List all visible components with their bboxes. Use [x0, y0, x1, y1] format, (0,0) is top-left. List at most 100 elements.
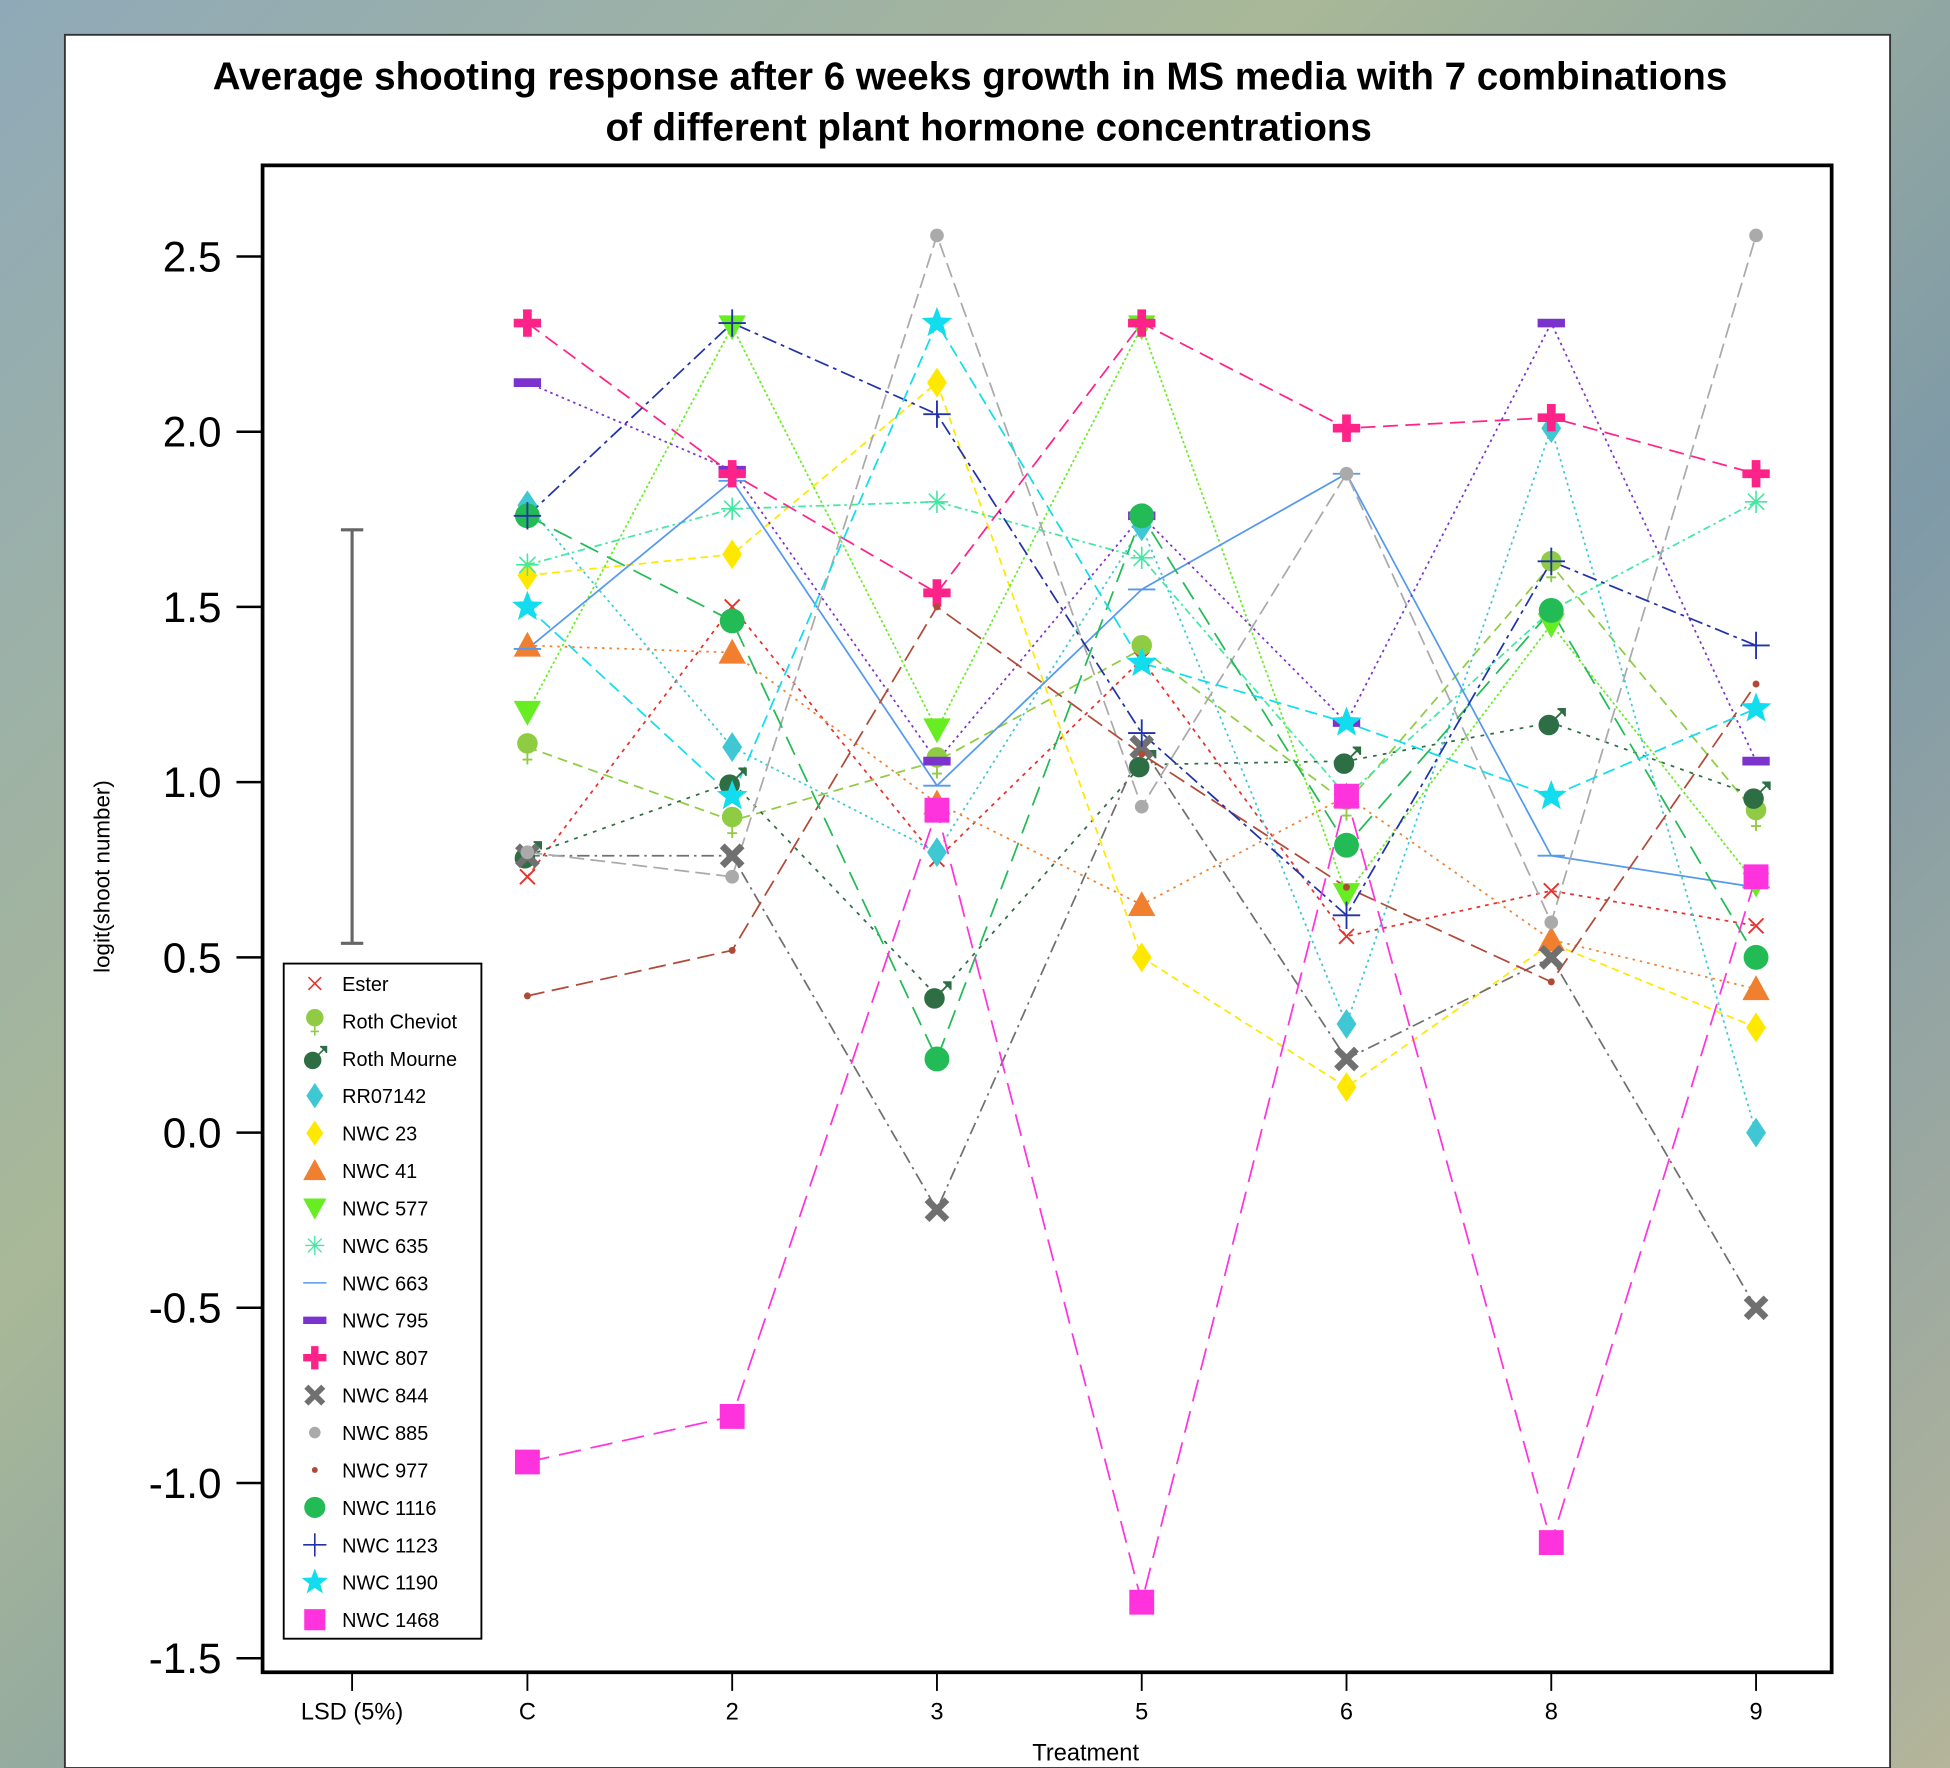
- data-point: [523, 992, 531, 1000]
- data-point: [933, 603, 941, 611]
- legend-label: NWC 1123: [342, 1535, 438, 1557]
- data-point: [728, 946, 736, 954]
- x-tick-label: 8: [1545, 1700, 1558, 1726]
- data-point: [923, 718, 951, 744]
- legend-marker: [308, 1426, 321, 1439]
- data-point: [1537, 926, 1565, 952]
- data-point: [1547, 978, 1555, 986]
- y-tick-label: 2.5: [163, 233, 222, 280]
- legend-label: NWC 795: [342, 1311, 428, 1333]
- legend-label: NWC 41: [342, 1161, 417, 1183]
- legend-marker: [311, 1467, 318, 1473]
- y-tick-label: 0.5: [163, 934, 222, 981]
- chart-title: Average shooting response after 6 weeks …: [213, 56, 1727, 99]
- data-point: [1742, 975, 1770, 1001]
- data-point: [514, 1449, 540, 1475]
- legend-label: NWC 885: [342, 1423, 428, 1445]
- data-point: [923, 400, 951, 428]
- legend-marker: [306, 1009, 324, 1036]
- data-point: [1538, 944, 1564, 970]
- data-point: [1331, 706, 1362, 736]
- data-point: [516, 553, 539, 577]
- legend-label: NWC 844: [342, 1386, 428, 1408]
- legend: Ester Roth Cheviot Roth Mourne RR07142 NWC 2…: [301, 974, 458, 1632]
- data-point: [1742, 631, 1770, 660]
- data-point: [718, 638, 746, 664]
- legend-marker: [301, 1568, 328, 1594]
- legend-label: Roth Mourne: [342, 1049, 457, 1071]
- data-point: [512, 590, 543, 620]
- y-tick-label: 0.0: [163, 1110, 222, 1157]
- legend-label: RR07142: [342, 1086, 426, 1108]
- chart-title: of different plant hormone concentration…: [605, 106, 1371, 149]
- x-tick-label: 6: [1340, 1700, 1353, 1726]
- lsd-bar: [340, 528, 364, 945]
- data-point: [719, 1404, 745, 1429]
- data-point: [1742, 756, 1770, 766]
- data-point: [1538, 707, 1566, 736]
- legend-marker: [306, 1083, 324, 1109]
- data-point: [930, 228, 944, 243]
- data-point: [1334, 832, 1359, 858]
- data-point: [1134, 799, 1149, 814]
- data-point: [719, 843, 745, 869]
- legend-label: NWC 1468: [342, 1610, 439, 1632]
- data-point: [517, 733, 538, 765]
- legend-marker: [303, 1045, 328, 1070]
- data-point: [1332, 883, 1361, 908]
- legend-marker: [303, 1198, 327, 1220]
- data-point: [1538, 1530, 1564, 1556]
- data-point: [519, 868, 536, 885]
- data-point: [924, 1046, 950, 1072]
- data-point: [520, 845, 535, 860]
- x-tick-label: 3: [930, 1700, 943, 1726]
- legend-marker: [305, 1235, 325, 1255]
- data-point: [1129, 503, 1155, 529]
- x-tick-label: 5: [1135, 1700, 1148, 1726]
- data-point: [513, 309, 542, 337]
- plot-frame: [260, 163, 1834, 1675]
- data-point: [721, 806, 743, 839]
- legend-label: NWC 977: [342, 1460, 428, 1482]
- data-point: [923, 756, 951, 766]
- data-point: [925, 490, 949, 513]
- markers-layer: [512, 228, 1772, 1615]
- data-point: [1537, 404, 1565, 432]
- data-point: [1129, 1589, 1155, 1615]
- data-point: [1543, 882, 1560, 899]
- data-point: [1742, 460, 1770, 488]
- data-point: [923, 579, 951, 607]
- data-point: [1333, 746, 1362, 774]
- data-point: [513, 631, 542, 657]
- data-point: [1537, 547, 1565, 576]
- legend-label: NWC 577: [342, 1198, 428, 1220]
- data-point: [924, 1197, 950, 1223]
- legend-label: NWC 635: [342, 1236, 428, 1258]
- data-point: [1336, 1009, 1357, 1039]
- data-point: [1743, 864, 1769, 890]
- legend-label: NWC 1116: [342, 1498, 436, 1520]
- data-point: [719, 608, 745, 634]
- x-tick-label: C: [519, 1700, 536, 1726]
- data-point: [1746, 1012, 1766, 1043]
- data-point: [1128, 309, 1156, 337]
- data-point: [1128, 719, 1156, 747]
- y-tick-label: 2.0: [163, 409, 222, 456]
- data-point: [1740, 692, 1772, 722]
- data-point: [924, 797, 950, 823]
- y-axis-label: logit(shoot number): [90, 780, 115, 973]
- data-point: [1538, 597, 1564, 623]
- data-point: [1743, 1295, 1769, 1321]
- data-point: [1743, 781, 1771, 809]
- data-point: [513, 700, 542, 726]
- y-tick-label: -1.5: [149, 1635, 222, 1682]
- x-tick-label: LSD (5%): [301, 1700, 403, 1726]
- legend-marker: [304, 1496, 326, 1518]
- data-point: [1338, 928, 1355, 945]
- x-tick-label: 9: [1749, 1700, 1762, 1726]
- legend-marker: [303, 1316, 327, 1324]
- data-point: [1744, 490, 1768, 513]
- data-point: [1131, 942, 1152, 973]
- data-point: [1130, 546, 1153, 570]
- data-point: [1537, 318, 1565, 328]
